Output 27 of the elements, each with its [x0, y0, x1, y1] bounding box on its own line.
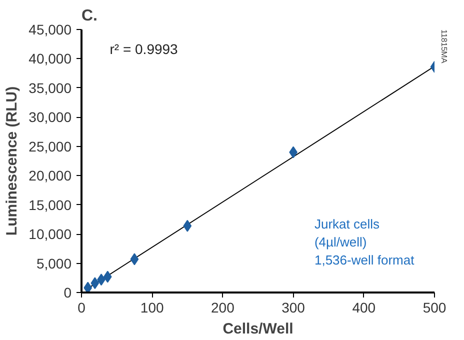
point [103, 270, 112, 283]
y-tick-label: 25,000 [28, 138, 72, 154]
x-tick-label: 400 [352, 300, 376, 316]
annotation: Jurkat cells (4µl/well) 1,536-well format [314, 216, 415, 268]
y-tick-label: 0 [64, 284, 72, 300]
y-axis-title: Luminescence (RLU) [4, 86, 21, 236]
y-tick-label: 15,000 [28, 196, 72, 213]
x-tick-label: 100 [140, 300, 164, 316]
y-tick-label: 30,000 [28, 109, 72, 126]
annotation: r² = 0.9993 [110, 41, 178, 58]
y-tick-label: 5,000 [36, 255, 72, 272]
x-tick-label: 500 [422, 300, 446, 316]
y-tick-label: 35,000 [28, 80, 72, 96]
text: 11815MA [440, 30, 448, 64]
y-tick-label: 40,000 [28, 50, 72, 67]
x-tick-label: 300 [282, 300, 306, 316]
point [183, 220, 192, 232]
x-tick-label: 200 [211, 300, 235, 316]
point [130, 253, 139, 266]
point [84, 282, 92, 292]
x-tick-label: 0 [78, 300, 86, 316]
chart-title: C. [82, 8, 98, 24]
x-axis-title: Cells/Well [222, 320, 294, 338]
point [90, 277, 100, 290]
y-tick-label: 20,000 [28, 168, 72, 184]
y-tick-label: 10,000 [28, 226, 72, 242]
y-tick-label: 45,000 [28, 22, 72, 38]
